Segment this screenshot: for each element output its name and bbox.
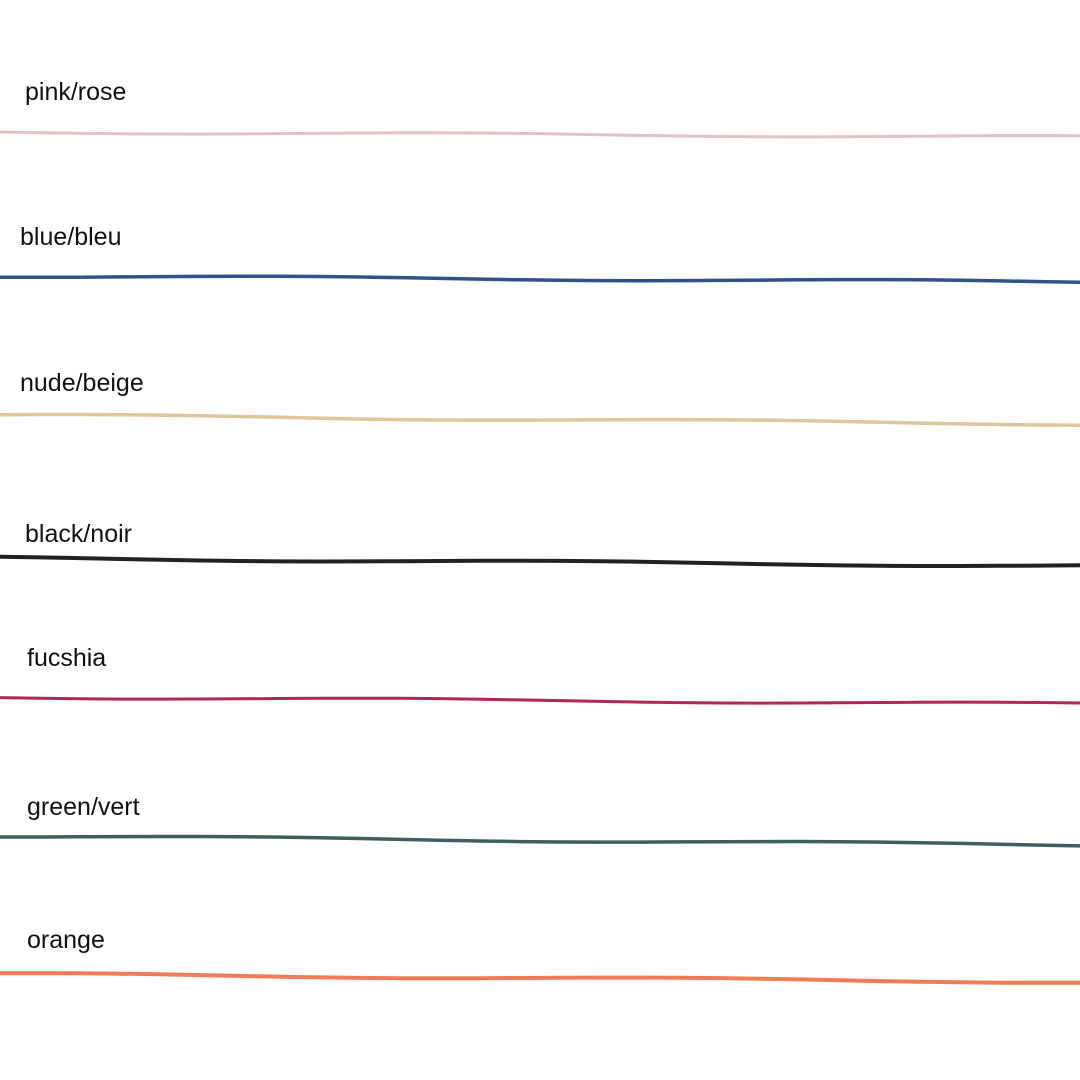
swatch-label-orange: orange: [27, 926, 105, 954]
cord-fucshia: [0, 696, 1080, 705]
swatch-label-fucshia: fucshia: [27, 644, 107, 672]
cord-blue: [0, 274, 1080, 285]
swatch-label-black: black/noir: [25, 520, 132, 548]
cord-pink: [0, 130, 1080, 139]
swatch-label-blue: blue/bleu: [20, 223, 122, 251]
swatch-label-green: green/vert: [27, 793, 140, 821]
cord-green: [0, 834, 1080, 848]
cord-nude: [0, 412, 1080, 427]
cord-orange: [0, 971, 1080, 985]
swatch-label-pink: pink/rose: [25, 78, 127, 106]
cord-black: [0, 554, 1080, 568]
swatch-label-nude: nude/beige: [20, 369, 144, 397]
